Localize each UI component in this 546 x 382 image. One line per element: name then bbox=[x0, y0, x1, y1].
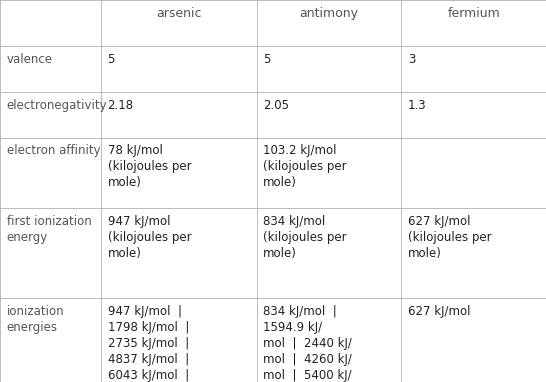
Text: 5: 5 bbox=[263, 53, 271, 66]
Text: 3: 3 bbox=[408, 53, 416, 66]
Text: antimony: antimony bbox=[299, 7, 359, 20]
Text: 627 kJ/mol: 627 kJ/mol bbox=[408, 305, 470, 318]
Text: 834 kJ/mol  |
1594.9 kJ/
mol  |  2440 kJ/
mol  |  4260 kJ/
mol  |  5400 kJ/
mol : 834 kJ/mol | 1594.9 kJ/ mol | 2440 kJ/ m… bbox=[263, 305, 355, 382]
Text: 947 kJ/mol
(kilojoules per
mole): 947 kJ/mol (kilojoules per mole) bbox=[108, 215, 191, 260]
Text: first ionization
energy: first ionization energy bbox=[7, 215, 91, 244]
Text: 2.05: 2.05 bbox=[263, 99, 289, 112]
Text: electron affinity: electron affinity bbox=[7, 144, 100, 157]
Text: ionization
energies: ionization energies bbox=[7, 305, 64, 334]
Text: 1.3: 1.3 bbox=[408, 99, 426, 112]
Text: fermium: fermium bbox=[447, 7, 500, 20]
Text: valence: valence bbox=[7, 53, 52, 66]
Text: electronegativity: electronegativity bbox=[7, 99, 107, 112]
Text: 103.2 kJ/mol
(kilojoules per
mole): 103.2 kJ/mol (kilojoules per mole) bbox=[263, 144, 347, 189]
Text: 78 kJ/mol
(kilojoules per
mole): 78 kJ/mol (kilojoules per mole) bbox=[108, 144, 191, 189]
Text: arsenic: arsenic bbox=[156, 7, 201, 20]
Text: 627 kJ/mol
(kilojoules per
mole): 627 kJ/mol (kilojoules per mole) bbox=[408, 215, 491, 260]
Text: 2.18: 2.18 bbox=[108, 99, 134, 112]
Text: 834 kJ/mol
(kilojoules per
mole): 834 kJ/mol (kilojoules per mole) bbox=[263, 215, 347, 260]
Text: 5: 5 bbox=[108, 53, 115, 66]
Text: 947 kJ/mol  |
1798 kJ/mol  |
2735 kJ/mol  |
4837 kJ/mol  |
6043 kJ/mol  |
12310 : 947 kJ/mol | 1798 kJ/mol | 2735 kJ/mol |… bbox=[108, 305, 189, 382]
